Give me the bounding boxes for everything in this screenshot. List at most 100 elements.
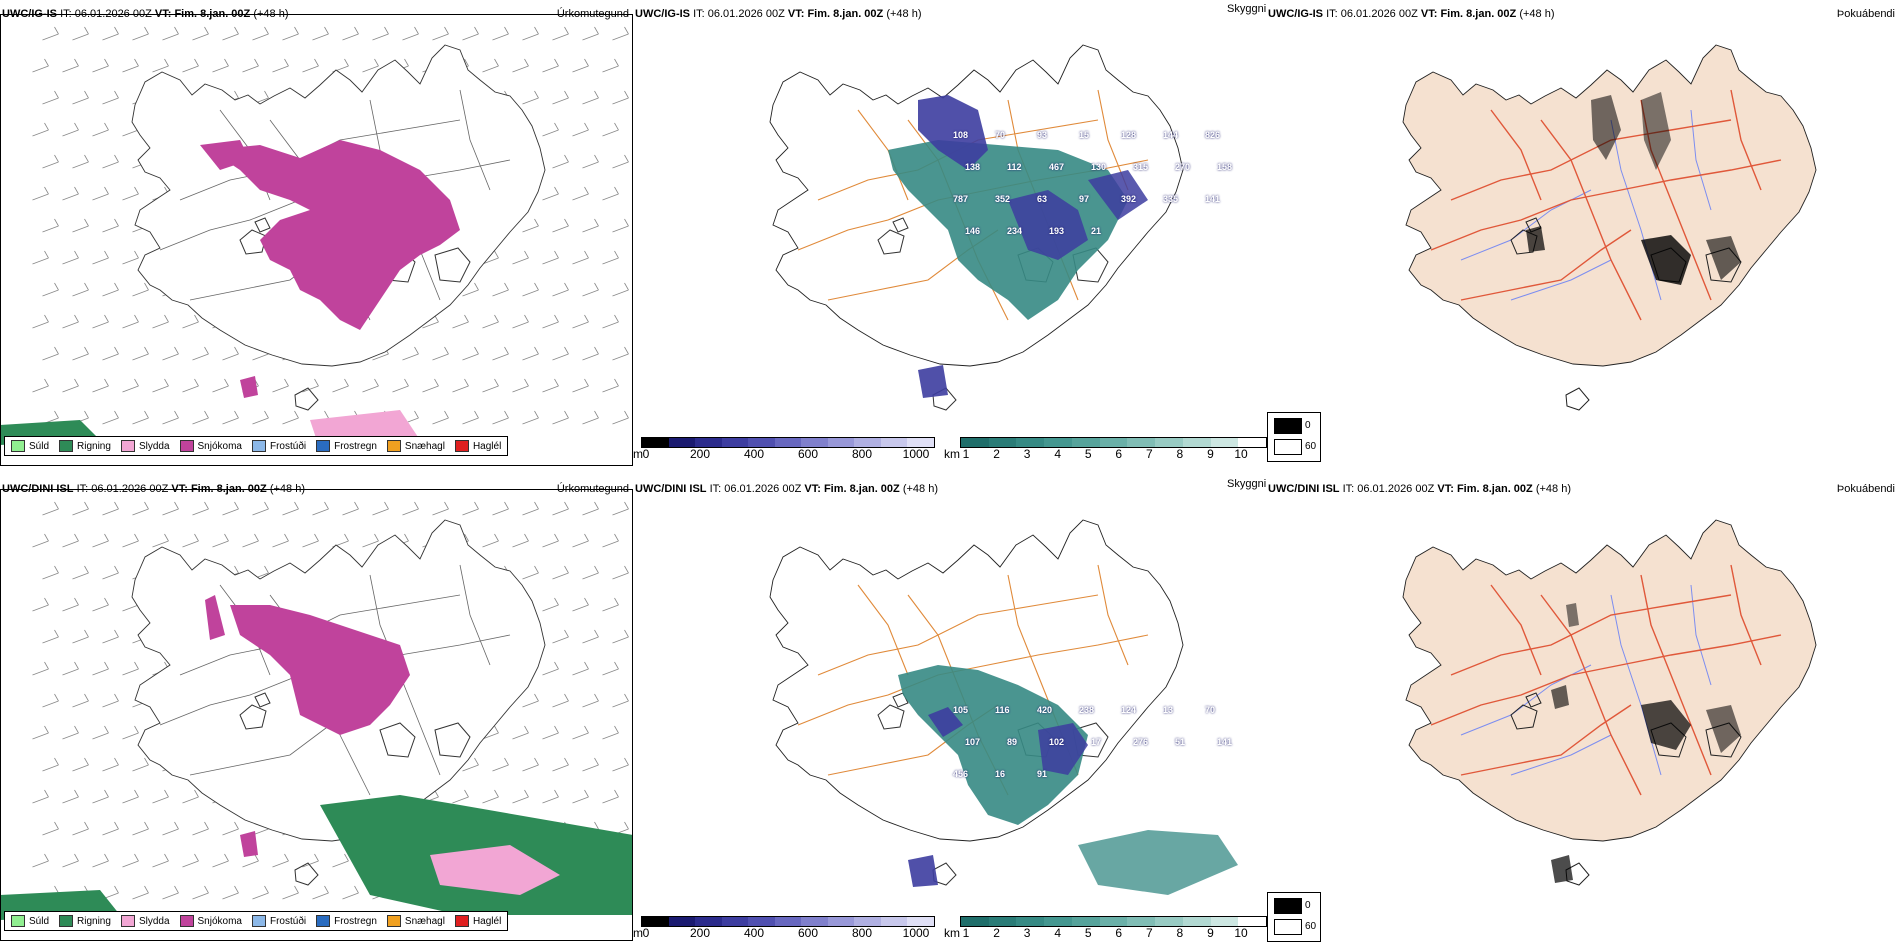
colorbar-swatch: [1155, 438, 1183, 447]
wind-barb: [92, 789, 109, 804]
wind-barb: [602, 58, 619, 73]
colorbar-tick: 2: [993, 926, 1000, 940]
visibility-value-label: 238: [1079, 705, 1095, 715]
wind-barb: [342, 26, 359, 41]
wind-barb: [32, 597, 49, 612]
wind-barb: [332, 533, 349, 548]
glacier-outline: [239, 704, 267, 730]
wind-barb: [332, 58, 349, 73]
wind-barb: [62, 58, 79, 73]
wind-barb: [152, 853, 169, 868]
snow-area: [240, 831, 258, 857]
wind-barb: [222, 885, 239, 900]
road-line: [817, 594, 1099, 676]
wind-barb: [612, 565, 629, 580]
river-line: [1510, 259, 1612, 301]
wind-barb: [32, 853, 49, 868]
visibility-value-label: 456: [953, 769, 969, 779]
colorbar-swatch: [880, 438, 908, 447]
colorbar-tick: 400: [743, 926, 765, 940]
wind-barb: [132, 757, 149, 772]
wind-barb: [62, 661, 79, 676]
colorbar-tick: 200: [689, 926, 711, 940]
visibility-value-label: 107: [965, 737, 981, 747]
glacier-outline: [892, 217, 909, 233]
wind-barb: [402, 501, 419, 516]
colorbar-swatch: [1182, 917, 1211, 926]
colorbar-swatch: [988, 917, 1017, 926]
visibility-unit: km: [944, 447, 960, 461]
wind-barb: [152, 378, 169, 393]
legend-item: Snæhagl: [386, 915, 445, 927]
legend-swatch: [251, 440, 266, 452]
snow-area: [210, 140, 460, 330]
glacier-outline: [877, 704, 905, 730]
road-line: [459, 564, 491, 666]
wind-barb: [32, 122, 49, 137]
legend-item: Súld: [11, 915, 49, 927]
road-line: [1460, 704, 1632, 776]
snow-area: [205, 595, 225, 640]
low-ceiling-area: [908, 855, 938, 887]
colorbar-tick: 9: [1207, 926, 1214, 940]
wind-barb: [162, 821, 179, 836]
legend-swatch: [11, 915, 25, 927]
wind-barb: [42, 90, 59, 105]
colorbar-swatch: [774, 917, 802, 926]
wind-barb: [612, 346, 629, 361]
ceiling-bar-swatches: [641, 437, 935, 448]
fog-area: [1566, 603, 1579, 627]
visibility-value-label: 124: [1121, 705, 1137, 715]
colorbar-swatch: [695, 917, 722, 926]
wind-barb: [602, 725, 619, 740]
wind-barb: [62, 186, 79, 201]
wind-barb: [162, 26, 179, 41]
fog-area: [1706, 236, 1741, 280]
colorbar-swatch: [668, 438, 696, 447]
wind-barb: [552, 629, 569, 644]
wind-barb: [122, 725, 139, 740]
colorbar-swatch: [774, 438, 802, 447]
glacier-outline: [434, 722, 471, 758]
legend-label: Snjókoma: [197, 440, 242, 452]
precip-type-panel-1: UWC/IG-IS IT: 06.01.2026 00Z VT: Fim. 8.…: [0, 0, 633, 475]
wind-barb: [342, 501, 359, 516]
legend-label: Frostregn: [334, 440, 377, 452]
wind-barb: [282, 885, 299, 900]
wind-barb: [612, 629, 629, 644]
wind-barb: [432, 501, 449, 516]
wind-barb: [602, 314, 619, 329]
fog-swatch: [1274, 919, 1302, 935]
legend-label: Haglél: [472, 915, 502, 927]
legend-item: Frostúði: [251, 440, 306, 452]
visibility-value-label: 193: [1049, 226, 1065, 236]
wind-barb: [422, 378, 439, 393]
colorbar-swatch: [907, 917, 935, 926]
wind-barb: [462, 282, 479, 297]
wind-barb: [542, 122, 559, 137]
wind-barb: [92, 661, 109, 676]
wind-barb: [252, 26, 269, 41]
wind-barb: [212, 58, 229, 73]
wind-barb: [272, 853, 289, 868]
fog-area: [1551, 855, 1573, 883]
wind-barb: [32, 378, 49, 393]
colorbar-tick: 600: [797, 447, 819, 461]
wind-barb: [192, 821, 209, 836]
colorbar-tick: 1: [962, 926, 970, 940]
wind-barb: [552, 565, 569, 580]
legend-item: Frostúði: [251, 915, 306, 927]
wind-barb: [42, 821, 59, 836]
panel-name: Úrkomutegund: [556, 483, 629, 495]
iceland-coastline: [1402, 519, 1817, 842]
wind-barb: [32, 661, 49, 676]
wind-barb: [42, 346, 59, 361]
wind-barb: [62, 789, 79, 804]
visibility-value-label: 93: [1037, 130, 1048, 140]
legend-item: Rigning: [59, 915, 111, 927]
panel-title: UWC/DINI ISL IT: 06.01.2026 00Z VT: Fim.…: [635, 483, 938, 495]
glacier-outline: [877, 229, 905, 255]
wind-barb: [182, 789, 199, 804]
wind-barb: [342, 885, 359, 900]
visibility-value-label: 105: [953, 705, 969, 715]
